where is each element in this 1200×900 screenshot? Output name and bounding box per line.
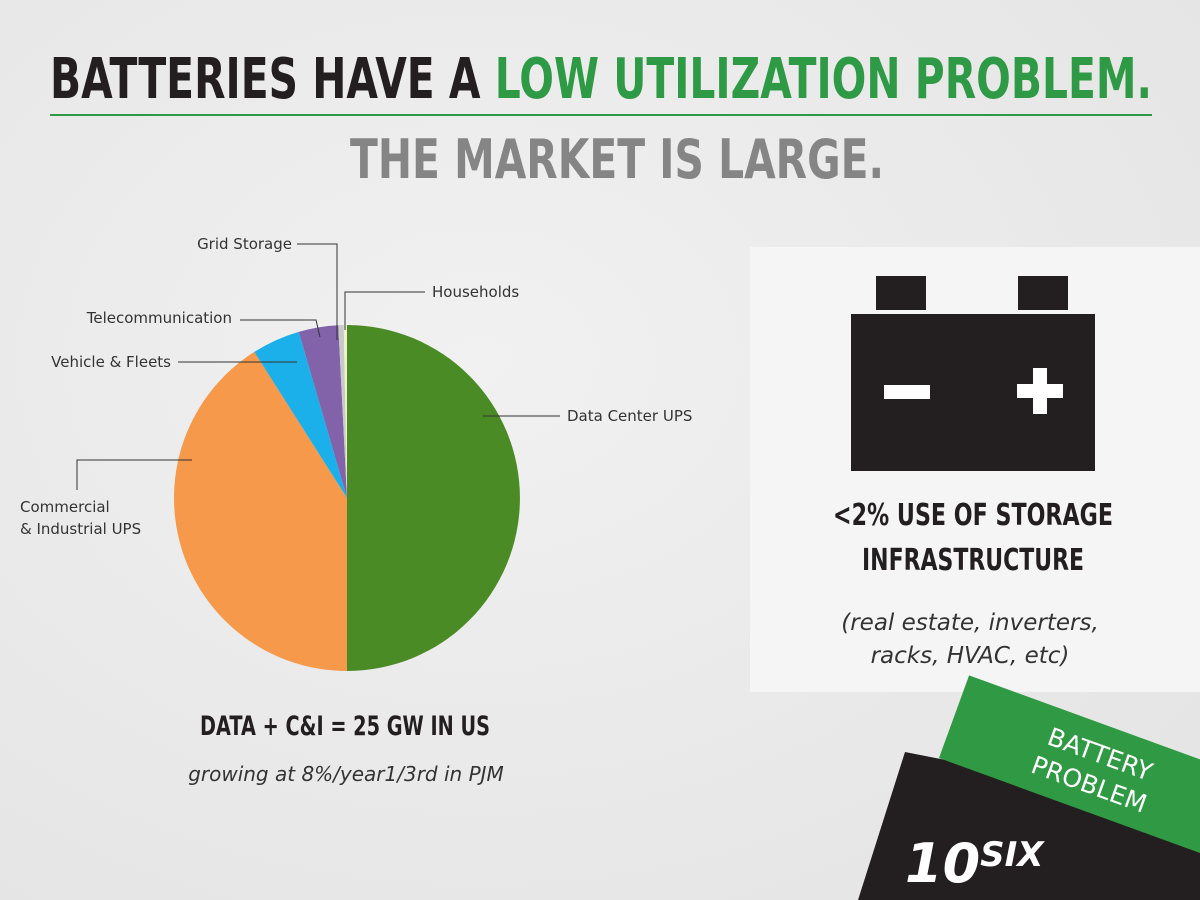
slice-label: Commercial & Industrial UPS: [20, 498, 142, 538]
pie-chart: [174, 325, 520, 671]
panel-note: (real estate, inverters,: [841, 610, 1099, 636]
slice-label: Data Center UPS: [567, 407, 693, 425]
badge-bg: [938, 675, 1200, 868]
slice-label: Vehicle & Fleets: [51, 353, 171, 371]
pie-slice: [338, 325, 347, 498]
leader-line: [240, 319, 321, 338]
caption-note: growing at 8%/year1/3rd in PJM: [188, 762, 504, 786]
title-green: LOW UTILIZATION PROBLEM.: [495, 47, 1152, 112]
subtitle: THE MARKET IS LARGE.: [350, 128, 884, 191]
badge: BATTERY PROBLEM: [938, 675, 1200, 868]
slice-label: Households: [432, 283, 520, 301]
pie-slice: [298, 325, 347, 498]
corner-band: [858, 752, 1200, 900]
logo-main: 10: [905, 832, 980, 895]
panel-line: INFRASTRUCTURE: [862, 543, 1084, 578]
caption: DATA + C&I = 25 GW IN US: [200, 711, 490, 742]
battery-plus: [1033, 368, 1047, 414]
slice-label: Grid Storage: [197, 235, 292, 253]
logo-sup: SIX: [980, 835, 1045, 875]
panel-note: racks, HVAC, etc): [871, 643, 1070, 669]
pie-slice: [174, 351, 347, 671]
battery-terminal: [876, 276, 926, 310]
panel-line: <2% USE OF STORAGE: [833, 498, 1113, 533]
slice-label: Telecommunication: [86, 309, 232, 327]
pie-slice: [254, 331, 347, 498]
logo: 10SIX: [905, 832, 1045, 895]
leader-line: [344, 291, 425, 330]
title-black: BATTERIES HAVE A: [50, 47, 495, 112]
pie-slice: [347, 325, 520, 671]
leader-line: [76, 459, 192, 490]
pie-slice: [343, 325, 347, 498]
leader-line: [297, 243, 338, 340]
title: BATTERIES HAVE A LOW UTILIZATION PROBLEM…: [50, 47, 1152, 112]
battery-terminal: [1018, 276, 1068, 310]
battery-minus: [884, 385, 930, 399]
